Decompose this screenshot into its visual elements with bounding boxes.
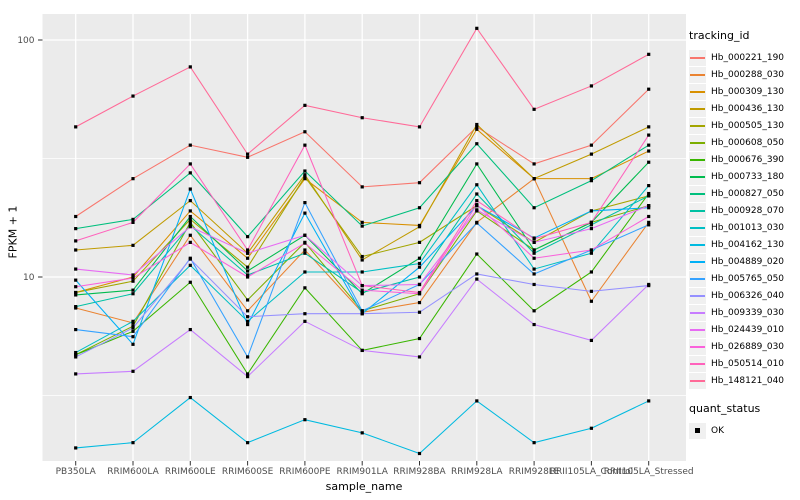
legend-item: Hb_001013_030 (689, 219, 799, 236)
legend-key-swatch (689, 287, 706, 304)
legend-item-label: OK (711, 425, 724, 436)
legend-key-swatch (689, 270, 706, 287)
legend-item: Hb_050514_010 (689, 355, 799, 372)
x-tick-label: RRIM600PE (279, 467, 331, 477)
legend-item: Hb_000221_190 (689, 49, 799, 66)
legend-key-swatch (689, 134, 706, 151)
legend-item-label: Hb_000928_070 (711, 205, 785, 216)
legend-key-swatch (689, 321, 706, 338)
legend-item: Hb_026889_030 (689, 338, 799, 355)
legend-item-label: Hb_050514_010 (711, 358, 785, 369)
legend-key-swatch (689, 66, 706, 83)
legend-item: Hb_000309_130 (689, 83, 799, 100)
y-axis-title: FPKM + 1 (6, 205, 20, 259)
legend-key-swatch (689, 355, 706, 372)
legend-title-quant-status: quant_status (689, 402, 761, 415)
x-tick-label: RRII105LA_Control (550, 467, 633, 477)
legend-key-swatch (689, 49, 706, 66)
legend-item: Hb_000928_070 (689, 202, 799, 219)
legend-item-label: Hb_001013_030 (711, 222, 785, 233)
legend-key-swatch (689, 83, 706, 100)
x-tick-label: RRII105LA_Stressed (604, 467, 694, 477)
legend-item-label: Hb_004889_020 (711, 256, 785, 267)
ok-square-icon (689, 422, 706, 439)
legend-item-label: Hb_000733_180 (711, 171, 785, 182)
legend-key-swatch (689, 338, 706, 355)
legend-item-quant-ok: OK (689, 422, 799, 439)
x-tick-label: RRIM901LA (336, 467, 388, 477)
legend-item-label: Hb_000436_130 (711, 103, 785, 114)
legend-item-label: Hb_000309_130 (711, 86, 785, 97)
axis-ticks (38, 39, 650, 466)
legend-item: Hb_000436_130 (689, 100, 799, 117)
x-tick-label: RRIM928LA (451, 467, 503, 477)
x-axis-title: sample_name (325, 480, 403, 493)
legend-item: Hb_009339_030 (689, 304, 799, 321)
data-points (74, 26, 651, 456)
x-tick-label: RRIM600SE (222, 467, 274, 477)
legend-item: Hb_000288_030 (689, 66, 799, 83)
legend-item: Hb_000676_390 (689, 151, 799, 168)
legend-key-swatch (689, 219, 706, 236)
legend-item: Hb_005765_050 (689, 270, 799, 287)
x-tick-label: RRIM600LA (107, 467, 159, 477)
legend-item: Hb_024439_010 (689, 321, 799, 338)
legend-item: Hb_004889_020 (689, 253, 799, 270)
x-tick-label: RRIM928BA (393, 467, 446, 477)
legend-item-label: Hb_004162_130 (711, 239, 785, 250)
tick-labels: 10 100 PB350LA RRIM600LA RRIM600LE RRIM600SE R… (17, 36, 693, 477)
legend-item: Hb_000733_180 (689, 168, 799, 185)
legend-key-swatch (689, 253, 706, 270)
legend-key-swatch (689, 168, 706, 185)
legend-key-swatch (689, 202, 706, 219)
legend-item-label: Hb_000827_050 (711, 188, 785, 199)
x-tick-label: RRIM928LE (509, 467, 560, 477)
legend-item: Hb_004162_130 (689, 236, 799, 253)
legend-items: Hb_000221_190 Hb_000288_030 Hb_000309_130 H… (689, 49, 799, 389)
legend-key-swatch (689, 236, 706, 253)
legend-item-label: Hb_006326_040 (711, 290, 785, 301)
legend-item: Hb_006326_040 (689, 287, 799, 304)
legend-item-label: Hb_000288_030 (711, 69, 785, 80)
legend-title-tracking-id: tracking_id (689, 29, 750, 42)
legend-item-label: Hb_024439_010 (711, 324, 785, 335)
legend-item: Hb_000608_050 (689, 134, 799, 151)
legend-item: Hb_148121_040 (689, 372, 799, 389)
legend-key-swatch (689, 185, 706, 202)
panel-background (42, 14, 686, 461)
legend-item: Hb_000505_130 (689, 117, 799, 134)
x-tick-label: RRIM600LE (165, 467, 216, 477)
legend-key-swatch (689, 100, 706, 117)
legend-key-swatch (689, 151, 706, 168)
y-tick-label: 100 (17, 36, 34, 46)
legend-key-swatch (689, 117, 706, 134)
legend-item-label: Hb_000221_190 (711, 52, 785, 63)
x-tick-label: PB350LA (56, 467, 97, 477)
legend-key-swatch (689, 304, 706, 321)
legend: tracking_id Hb_000221_190 Hb_000288_030 Hb… (689, 29, 799, 439)
y-tick-label: 10 (23, 273, 35, 283)
legend-item-label: Hb_005765_050 (711, 273, 785, 284)
legend-item-label: Hb_000676_390 (711, 154, 785, 165)
legend-item-label: Hb_148121_040 (711, 375, 785, 386)
legend-item: Hb_000827_050 (689, 185, 799, 202)
legend-item-label: Hb_009339_030 (711, 307, 785, 318)
legend-item-label: Hb_000505_130 (711, 120, 785, 131)
legend-item-label: Hb_000608_050 (711, 137, 785, 148)
legend-item-label: Hb_026889_030 (711, 341, 785, 352)
legend-key-swatch (689, 372, 706, 389)
